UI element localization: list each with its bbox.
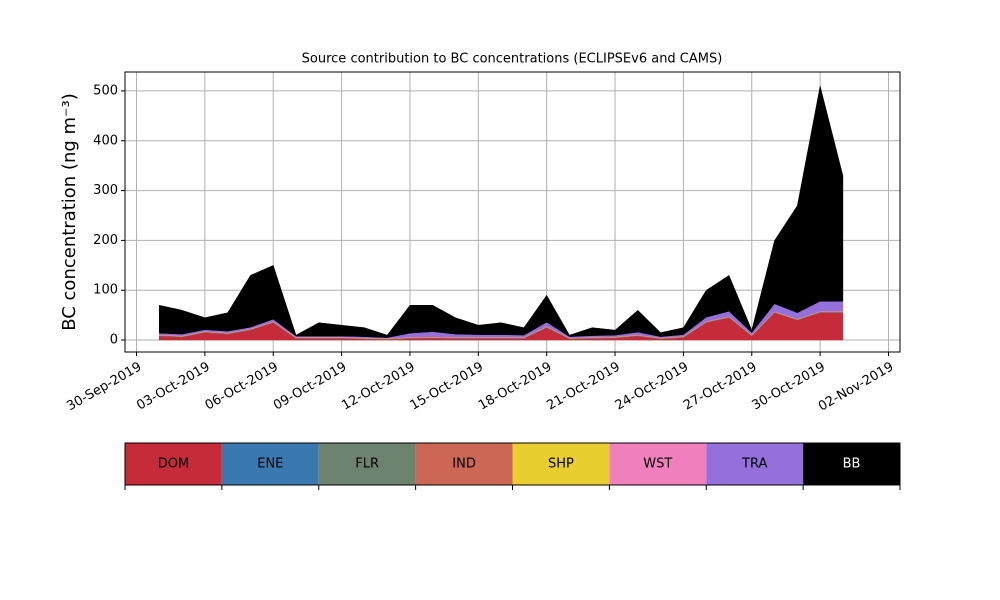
x-tick-label: 03-Oct-2019 [134, 360, 212, 414]
x-tick-label: 06-Oct-2019 [203, 360, 281, 414]
legend-label: WST [643, 457, 672, 472]
legend-label: DOM [158, 457, 189, 472]
legend-swatch [609, 443, 707, 485]
legend-swatch [512, 443, 610, 485]
legend-label: FLR [355, 457, 379, 472]
y-tick-label: 0 [110, 333, 118, 348]
y-axis-label: BC concentration (ng m⁻³) [59, 93, 80, 331]
legend-swatch [221, 443, 319, 485]
legend-swatch [415, 443, 513, 485]
x-tick-label: 21-Oct-2019 [544, 360, 622, 414]
chart-title: Source contribution to BC concentrations… [302, 52, 723, 67]
y-tick-label: 100 [93, 283, 118, 298]
y-tick-label: 500 [93, 83, 118, 98]
plot-frame [124, 71, 901, 353]
legend-frame [124, 442, 901, 486]
x-tick-label: 09-Oct-2019 [271, 360, 349, 414]
x-tick-label: 18-Oct-2019 [476, 360, 554, 414]
legend-swatch [706, 443, 804, 485]
x-tick-label: 24-Oct-2019 [613, 360, 691, 414]
x-tick-label: 30-Sep-2019 [64, 360, 144, 415]
legend-label: BB [843, 457, 861, 472]
x-tick-label: 27-Oct-2019 [681, 360, 759, 414]
legend-label: ENE [257, 457, 283, 472]
y-tick-label: 400 [93, 133, 118, 148]
area [159, 85, 844, 338]
legend-swatch [318, 443, 416, 485]
x-tick-label: 15-Oct-2019 [408, 360, 486, 414]
legend-label: TRA [741, 457, 767, 472]
legend-label: IND [452, 457, 476, 472]
x-tick-label: 02-Nov-2019 [816, 360, 896, 415]
y-tick-label: 200 [93, 233, 118, 248]
x-tick-label: 30-Oct-2019 [749, 360, 827, 414]
legend-swatch [803, 443, 900, 485]
legend-swatch [125, 443, 222, 485]
y-tick-label: 300 [93, 183, 118, 198]
legend-label: SHP [548, 457, 574, 472]
x-tick-label: 12-Oct-2019 [339, 360, 417, 414]
